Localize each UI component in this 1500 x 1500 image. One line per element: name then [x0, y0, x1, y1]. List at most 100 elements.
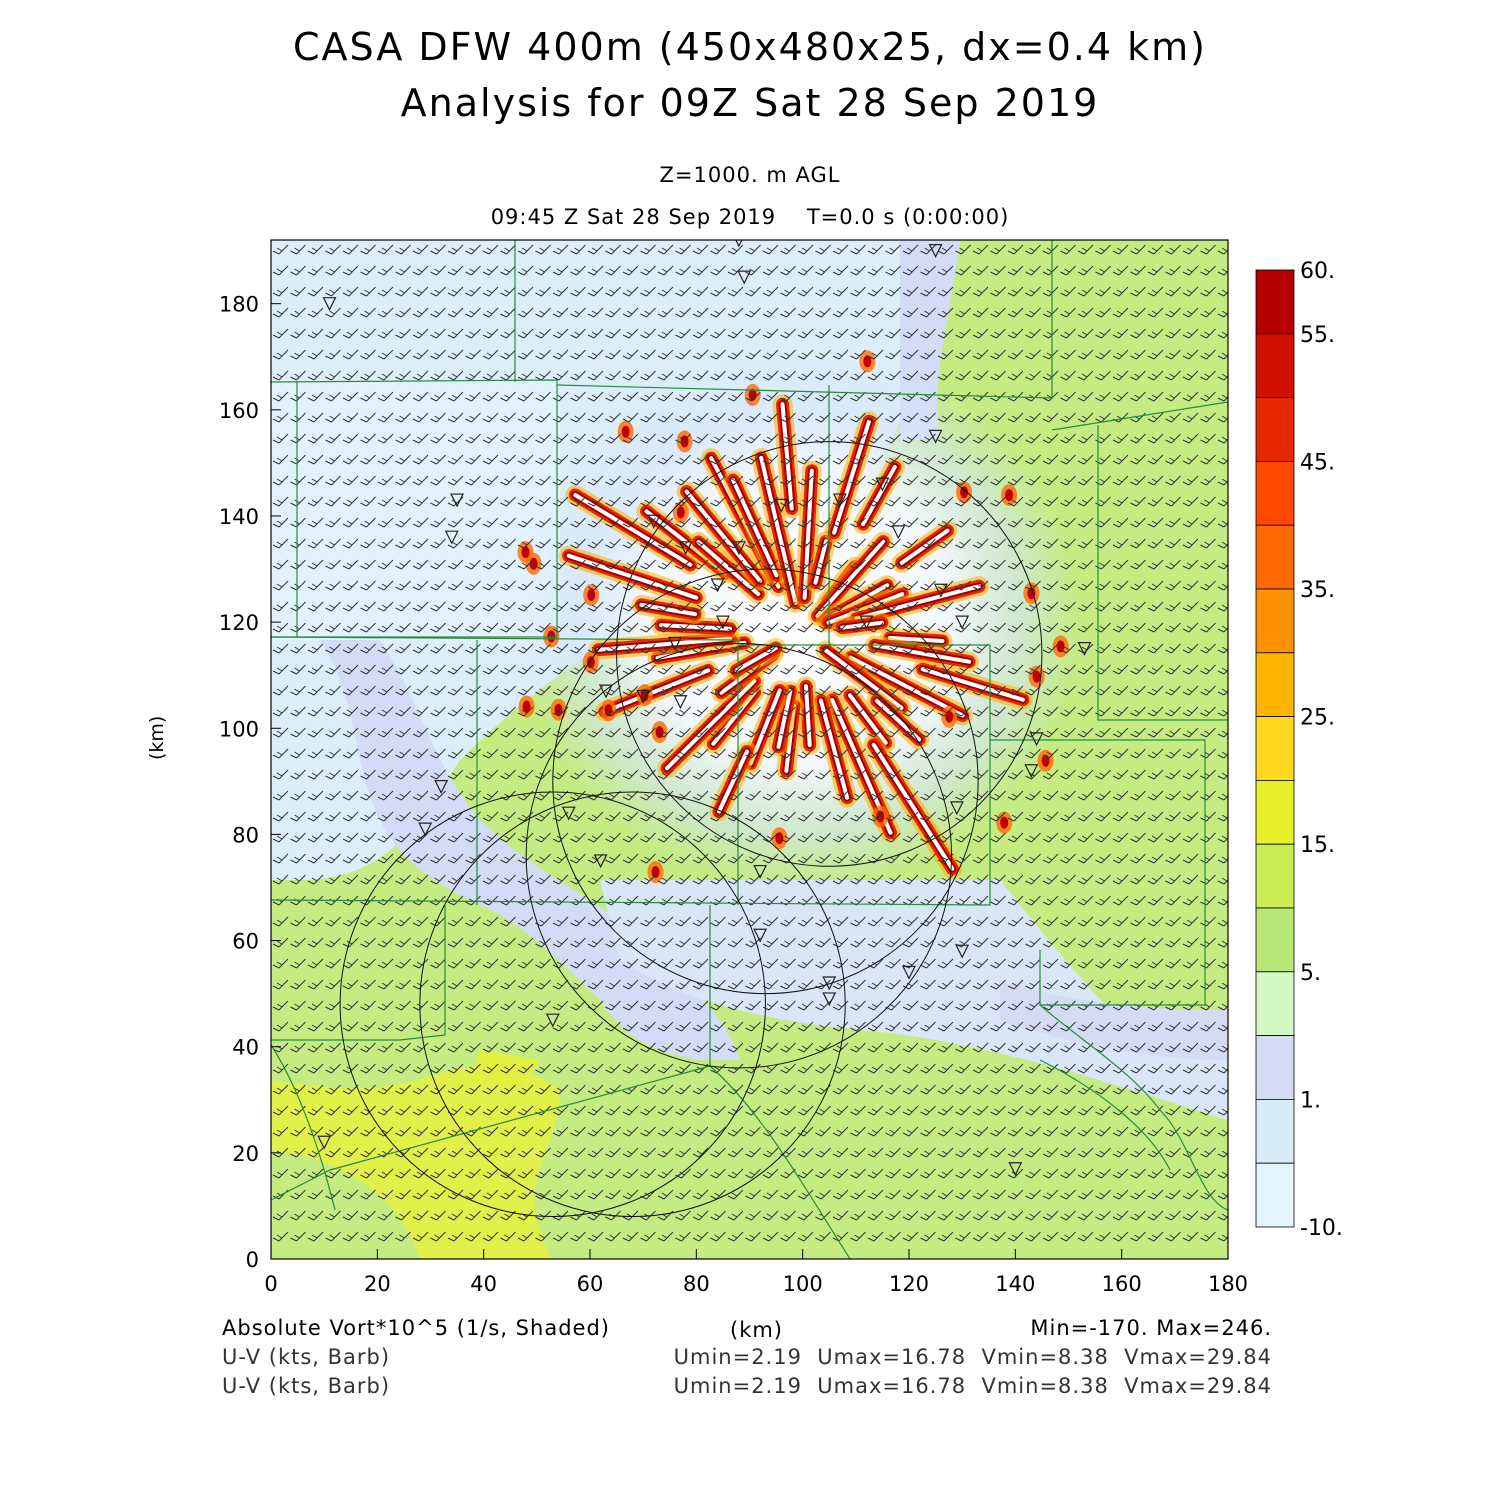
time-label: 09:45 Z Sat 28 Sep 2019 T=0.0 s (0:00:00… — [490, 205, 1010, 229]
station-markers — [317, 240, 1092, 1177]
x-tick-label: 140 — [995, 1272, 1035, 1296]
vort-max — [780, 402, 794, 511]
vort-max — [848, 693, 888, 745]
vort-max — [861, 465, 897, 527]
vort-blob-core — [1000, 816, 1009, 829]
y-tick-label: 100 — [219, 717, 259, 741]
vort-max — [596, 636, 733, 652]
x-tick-label: 160 — [1102, 1272, 1142, 1296]
colorbar-label: 55. — [1300, 323, 1335, 348]
y-tick-label: 0 — [246, 1248, 259, 1272]
station-marker — [545, 1013, 560, 1028]
colorbar-swatch — [1255, 971, 1295, 1036]
vort-blob-core — [1032, 670, 1041, 683]
station-marker — [902, 965, 916, 980]
vort-blob-core — [522, 700, 531, 713]
vort-blob-core — [651, 866, 660, 878]
station-marker — [753, 928, 768, 943]
radar-range-rings — [339, 441, 1043, 1218]
colorbar-swatch — [1255, 524, 1295, 590]
plot-frame — [270, 239, 1229, 1260]
county-boundaries — [271, 240, 1228, 1259]
vort-max — [871, 742, 955, 871]
vort-blob-core — [655, 726, 664, 739]
vort-blob-core — [876, 810, 885, 823]
station-marker — [955, 944, 970, 959]
station-marker — [832, 493, 847, 508]
vort-max — [823, 648, 904, 710]
barb-field — [272, 244, 1228, 1242]
radar-ring — [339, 791, 766, 1218]
colorbar-label: 60. — [1300, 259, 1335, 284]
station-marker — [710, 578, 725, 593]
vort-blob-core — [621, 425, 630, 438]
barb-label-2: U-V (kts, Barb) — [222, 1374, 391, 1398]
vort-blob-core — [554, 703, 563, 716]
station-marker — [444, 530, 459, 545]
vort-blob-core — [587, 589, 596, 601]
y-tick-label: 60 — [232, 930, 259, 954]
station-marker — [450, 493, 465, 508]
vort-max — [573, 493, 693, 567]
station-marker — [875, 477, 890, 492]
barb-stats-1: Umin=2.19 Umax=16.78 Vmin=8.38 Vmax=29.8… — [673, 1345, 1272, 1369]
station-marker — [434, 780, 449, 794]
y-axis-label: (km) — [146, 715, 168, 760]
level-label: Z=1000. m AGL — [659, 163, 841, 187]
station-marker — [737, 270, 752, 285]
vort-max — [734, 646, 778, 673]
vort-max — [696, 540, 761, 597]
y-tick-label: 180 — [219, 293, 259, 317]
station-marker — [822, 976, 837, 991]
colorbar-swatch — [1255, 1162, 1295, 1228]
vort-max — [731, 478, 779, 578]
vort-blob-core — [1056, 640, 1065, 653]
station-marker — [598, 684, 613, 699]
vort-max — [818, 698, 850, 800]
x-tick-label: 0 — [264, 1272, 277, 1296]
vort-blob-core — [521, 546, 530, 559]
colorbar-label: 1. — [1300, 1088, 1321, 1113]
vort-blob-core — [863, 355, 872, 368]
vort-blob-core — [775, 832, 784, 845]
station-marker — [715, 615, 730, 630]
title-line-2: Analysis for 09Z Sat 28 Sep 2019 — [400, 81, 1100, 125]
colorbar-label: 45. — [1300, 450, 1335, 475]
station-marker — [933, 583, 948, 598]
station-marker — [949, 801, 964, 816]
shaded-field — [271, 240, 1228, 1259]
y-tick-label: 20 — [232, 1142, 259, 1166]
colorbar-swatch — [1255, 269, 1295, 335]
vort-max — [776, 689, 793, 749]
vort-blob-core — [960, 486, 969, 499]
station-marker — [928, 429, 943, 444]
vort-max — [639, 602, 698, 617]
colorbar-swatch — [1255, 588, 1295, 654]
x-axis: 0 20 40 60 80 100 120 140 160 180 — [264, 1249, 1248, 1296]
colorbar-swatch — [1255, 460, 1295, 526]
vort-max — [920, 667, 1025, 702]
station-marker — [1077, 642, 1092, 657]
y-tick-label: 80 — [232, 823, 259, 847]
colorbar-swatch — [1255, 780, 1295, 845]
vort-blob-core — [676, 506, 685, 519]
vort-max — [602, 668, 711, 714]
barb-stats-2: Umin=2.19 Umax=16.78 Vmin=8.38 Vmax=29.8… — [673, 1374, 1272, 1398]
colorbar-swatch — [1255, 397, 1295, 462]
x-tick-label: 180 — [1208, 1272, 1248, 1296]
station-marker — [859, 615, 874, 630]
station-marker — [1008, 1162, 1023, 1177]
radar-ring — [525, 642, 953, 1069]
field-minmax: Min=-170. Max=246. — [1030, 1316, 1272, 1340]
station-marker — [593, 854, 608, 869]
station-marker — [646, 514, 661, 529]
colorbar-label: 15. — [1300, 833, 1335, 858]
vort-max — [684, 489, 762, 583]
colorbar: 60. 55. 45. 35. 25. 15. 5. 1. -10. — [1255, 259, 1343, 1241]
station-marker — [636, 689, 651, 704]
station-marker — [1024, 764, 1039, 779]
vort-max — [887, 635, 945, 643]
station-marker — [678, 541, 693, 556]
field-description: Absolute Vort*10^5 (1/s, Shaded) — [222, 1316, 610, 1340]
